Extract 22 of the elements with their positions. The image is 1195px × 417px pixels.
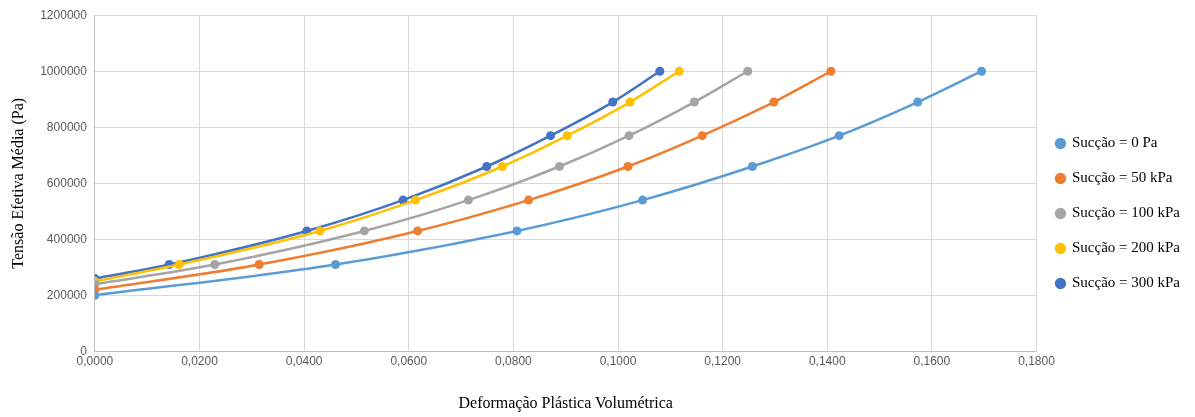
x-tick-label: 0,1200	[704, 353, 742, 368]
y-tick-label: 1000000	[40, 63, 88, 78]
y-tick-label: 400000	[46, 231, 88, 246]
legend-label: Sucção = 50 kPa	[1071, 169, 1173, 186]
x-tick-label: 0,0200	[181, 353, 219, 368]
y-axis-title: Tensão Efetiva Média (Pa)	[8, 97, 27, 269]
y-tick-label: 600000	[46, 175, 88, 190]
x-tick-label: 0,1800	[1018, 353, 1056, 368]
x-tick-label: 0,1000	[599, 353, 637, 368]
legend-label: Sucção = 300 kPa	[1071, 274, 1181, 291]
x-tick-label: 0,0400	[285, 353, 323, 368]
legend-label: Sucção = 200 kPa	[1071, 239, 1181, 256]
x-tick-label: 0,0600	[390, 353, 428, 368]
legend-label: Sucção = 0 Pa	[1071, 134, 1158, 151]
x-tick-label: 0,0800	[495, 353, 533, 368]
x-tick-label: 0,1600	[913, 353, 951, 368]
y-tick-label: 800000	[46, 119, 88, 134]
y-tick-label: 1200000	[40, 7, 88, 22]
x-tick-label: 0,1400	[808, 353, 846, 368]
x-axis-title: Deformação Plástica Volumétrica	[458, 393, 673, 412]
y-tick-label: 200000	[46, 287, 88, 302]
legend-label: Sucção = 100 kPa	[1071, 204, 1181, 221]
